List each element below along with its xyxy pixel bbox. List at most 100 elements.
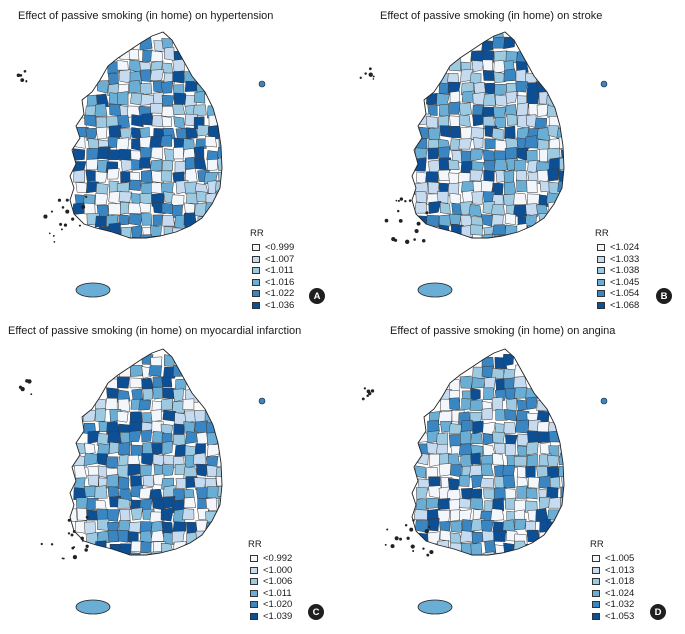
district-region	[139, 530, 153, 543]
small-island	[428, 525, 431, 528]
legend-item: <1.053	[592, 611, 634, 623]
district-region	[150, 50, 164, 63]
district-region	[469, 169, 484, 182]
district-region	[215, 475, 222, 487]
district-region	[161, 376, 173, 388]
legend: RR <1.005 <1.013 <1.018 <1.024 <1.032 <1…	[590, 539, 634, 623]
district-region	[172, 541, 187, 555]
small-island	[59, 222, 63, 226]
district-region	[549, 476, 561, 491]
district-region	[491, 203, 505, 216]
legend-title: RR	[250, 228, 264, 239]
district-region	[207, 159, 219, 172]
legend-item: <1.018	[592, 576, 634, 588]
small-island	[72, 530, 76, 533]
jeju-island	[417, 282, 453, 298]
small-island	[50, 543, 54, 546]
district-region	[483, 376, 496, 391]
district-region	[204, 135, 217, 148]
legend-item: <1.011	[250, 588, 292, 600]
panel-title: Effect of passive smoking (in home) on m…	[8, 325, 302, 337]
district-region	[74, 442, 86, 456]
legend-label: <1.068	[610, 299, 640, 311]
district-region	[483, 488, 496, 500]
coastline	[69, 348, 223, 556]
district-region	[174, 160, 188, 175]
small-island	[71, 546, 75, 550]
small-island	[23, 69, 27, 73]
district-region	[492, 497, 504, 512]
district-region	[216, 510, 222, 522]
district-region	[492, 431, 505, 444]
district-region	[194, 157, 207, 171]
district-region	[161, 521, 174, 535]
district-region	[142, 388, 153, 401]
district-region	[558, 136, 564, 150]
district-region	[547, 201, 559, 216]
district-region	[139, 146, 152, 160]
district-region	[131, 114, 144, 128]
district-region	[139, 202, 151, 213]
district-region	[184, 454, 196, 468]
district-region	[160, 80, 174, 94]
legend-swatch	[250, 566, 258, 574]
district-region	[139, 136, 153, 150]
district-region	[549, 157, 562, 171]
district-region	[197, 124, 210, 137]
panel-d: Effect of passive smoking (in home) on a…	[342, 317, 684, 634]
district-region	[171, 530, 185, 544]
small-island	[70, 533, 74, 537]
small-island	[366, 389, 371, 394]
small-island	[40, 542, 43, 546]
small-island	[84, 548, 88, 552]
district-region	[107, 486, 120, 498]
district-region	[525, 396, 538, 410]
district-region	[182, 398, 195, 410]
legend-swatch	[250, 589, 258, 597]
small-island	[425, 211, 429, 215]
district-region	[470, 148, 484, 162]
legend-label: <1.020	[263, 599, 293, 611]
small-island	[397, 199, 400, 202]
district-region	[97, 443, 110, 455]
small-island	[412, 519, 415, 522]
legend-swatch	[592, 589, 600, 597]
district-region	[131, 552, 144, 555]
district-region	[162, 160, 174, 172]
district-region	[514, 518, 527, 531]
district-region	[183, 497, 196, 509]
district-region	[513, 376, 528, 389]
legend: RR <0.992 <1.000 <1.006 <1.011 <1.020 <1…	[248, 539, 293, 622]
small-island	[386, 528, 389, 531]
legend-label: <1.011	[265, 265, 294, 277]
district-region	[449, 192, 461, 205]
small-island	[368, 72, 373, 77]
legend-label: <1.039	[263, 610, 293, 622]
district-region	[458, 138, 472, 150]
legend-item: <1.033	[597, 254, 639, 266]
district-region	[172, 58, 186, 73]
district-region	[97, 80, 109, 94]
district-region	[526, 454, 538, 469]
district-region	[184, 181, 198, 195]
district-region	[185, 431, 199, 445]
small-island	[81, 539, 84, 542]
legend-item: <1.013	[592, 565, 634, 577]
district-region	[127, 463, 141, 476]
district-region	[492, 36, 505, 49]
district-region	[460, 419, 474, 432]
district-region	[438, 214, 451, 228]
small-island	[410, 544, 415, 549]
district-region	[448, 101, 461, 115]
small-island	[409, 527, 414, 532]
district-region	[116, 376, 130, 389]
legend-swatch	[250, 601, 258, 609]
legend-item: <1.020	[250, 599, 292, 611]
district-region	[150, 225, 162, 238]
legend-item: <0.992	[250, 553, 292, 565]
legend-item: <1.038	[597, 265, 639, 277]
district-region	[140, 541, 152, 554]
district-region	[450, 520, 463, 533]
legend-item: <1.036	[252, 300, 294, 312]
district-region	[161, 94, 175, 107]
